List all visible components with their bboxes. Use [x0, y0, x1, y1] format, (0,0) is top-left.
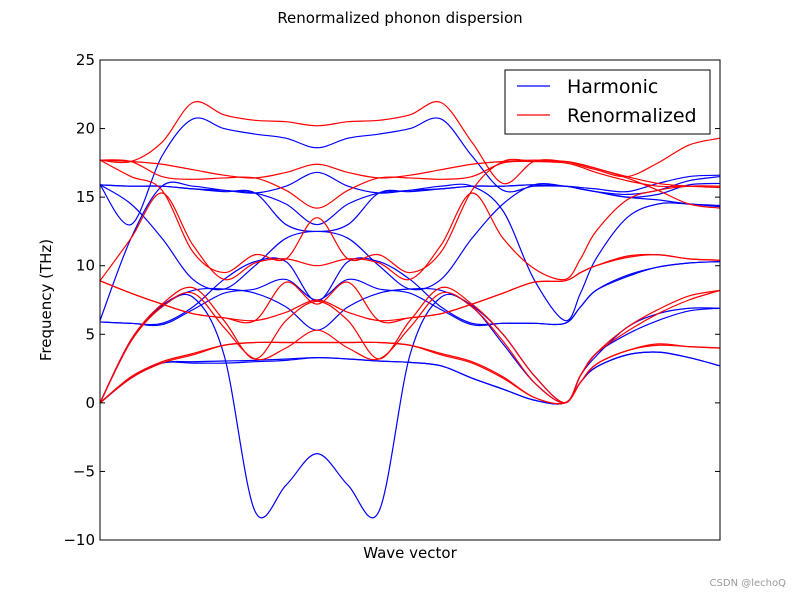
harmonic-band-11: [99, 171, 721, 206]
legend-label-renormalized: Renormalized: [567, 105, 697, 127]
renormalized-band-8: [99, 158, 720, 274]
renormalized-band-9: [99, 137, 721, 209]
legend-box: [504, 69, 711, 135]
harmonic-band-3: [99, 293, 721, 519]
renormalized-band-2: [99, 341, 721, 405]
harmonic-band-6: [99, 257, 721, 326]
renormalized-band-11: [99, 159, 721, 189]
chart-title: Renormalized phonon dispersion: [277, 9, 522, 27]
watermark: CSDN @lechoQ: [709, 578, 786, 589]
renormalized-band-7: [99, 185, 721, 282]
harmonic-band-1: [99, 351, 721, 405]
y-ticks: 25 20 15 10 5 0 −5 −10: [63, 51, 720, 549]
y-tick-label: −10: [63, 531, 95, 549]
harmonic-band-9: [99, 175, 721, 291]
harmonic-band-2: [99, 351, 721, 405]
renormalized-band-1: [99, 341, 721, 405]
y-tick-label: 10: [76, 257, 95, 275]
renormalized-band-6: [99, 253, 721, 324]
renormalized-band-3: [99, 289, 721, 404]
y-tick-label: 5: [85, 325, 95, 343]
legend: Harmonic Renormalized: [504, 69, 711, 135]
legend-label-harmonic: Harmonic: [567, 76, 658, 98]
y-tick-label: 15: [76, 188, 95, 206]
y-axis-label: Frequency (THz): [37, 239, 55, 361]
y-tick-label: 0: [85, 394, 95, 412]
harmonic-band-7: [99, 181, 721, 322]
y-tick-label: 20: [76, 120, 95, 138]
plot-frame: [99, 59, 721, 541]
x-axis-label: Wave vector: [363, 544, 457, 562]
band-lines: [99, 101, 721, 519]
renormalized-band-4: [99, 286, 721, 404]
y-tick-label: 25: [76, 51, 95, 69]
harmonic-band-10: [99, 117, 721, 226]
y-tick-label: −5: [73, 462, 95, 480]
